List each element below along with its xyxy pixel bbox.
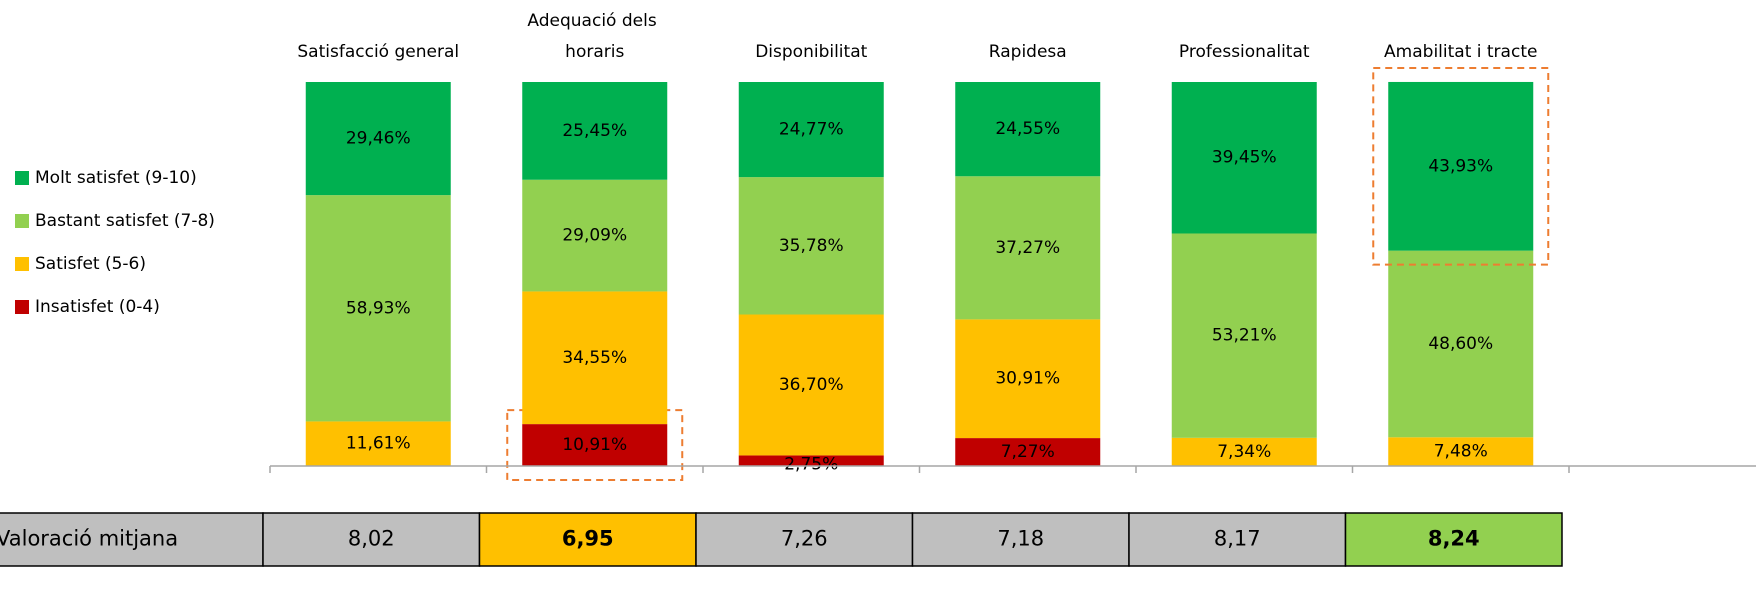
category-label: Professionalitat	[1179, 42, 1310, 62]
bar-segment	[522, 424, 668, 466]
table-row-label: Valoració mitjana	[0, 527, 178, 551]
value-label: 48,60%	[1428, 334, 1493, 354]
bar-segment	[955, 319, 1101, 439]
table-value: 8,17	[1214, 527, 1261, 551]
table-cell	[911, 512, 1130, 567]
bar-segment	[955, 176, 1101, 320]
bar-segment	[522, 179, 668, 292]
bar-segment	[955, 82, 1101, 177]
value-label: 36,70%	[779, 375, 844, 395]
bar-segment	[738, 455, 884, 466]
table-label-cell	[0, 512, 264, 567]
legend-swatch	[15, 257, 29, 271]
table-cell	[695, 512, 914, 567]
legend-label: Molt satisfet (9-10)	[35, 168, 197, 188]
table-value: 7,18	[997, 527, 1044, 551]
value-label: 58,93%	[346, 298, 411, 318]
legend-label: Satisfet (5-6)	[35, 254, 146, 274]
category-label: Amabilitat i tracte	[1384, 42, 1537, 62]
highlight-box	[1372, 66, 1550, 266]
bar-segment	[1171, 233, 1317, 438]
bar-segment	[305, 195, 451, 422]
bar-segment	[522, 291, 668, 425]
bar-segment	[1388, 437, 1534, 466]
table-value: 8,02	[348, 527, 395, 551]
category-label-line: Adequació dels	[527, 11, 662, 31]
bar-segment	[305, 421, 451, 466]
value-label: 34,55%	[562, 348, 627, 368]
value-label: 2,75%	[784, 455, 838, 475]
bar-segment	[1171, 437, 1317, 466]
bar-segment	[1388, 250, 1534, 438]
table-value: 6,95	[562, 527, 614, 551]
category-label: Satisfacció general	[297, 42, 459, 62]
value-label: 43,93%	[1428, 156, 1493, 176]
bar-segment	[1388, 81, 1534, 251]
bar-segment	[955, 438, 1101, 466]
value-label: 53,21%	[1212, 326, 1277, 346]
bar-segment	[522, 82, 668, 180]
category-label-line: horaris	[565, 42, 624, 62]
legend-swatch	[15, 214, 29, 228]
value-label: 24,77%	[779, 120, 844, 140]
bar-segment	[738, 82, 884, 178]
value-label: 30,91%	[995, 369, 1060, 389]
value-label: 25,45%	[562, 121, 627, 141]
category-label: Disponibilitat	[755, 42, 867, 62]
value-label: 7,34%	[1217, 442, 1271, 462]
value-label: 39,45%	[1212, 148, 1277, 168]
bar-segment	[738, 314, 884, 456]
value-label: 37,27%	[995, 238, 1060, 258]
value-label: 7,48%	[1434, 442, 1488, 462]
value-label: 7,27%	[1001, 442, 1055, 462]
legend-swatch	[15, 171, 29, 185]
value-label: 24,55%	[995, 119, 1060, 139]
legend-label: Insatisfet (0-4)	[35, 297, 160, 317]
bar-segment	[1171, 82, 1317, 234]
table-cell	[1344, 512, 1563, 567]
legend-label: Bastant satisfet (7-8)	[35, 211, 215, 231]
category-label: Adequació dels horaris	[527, 11, 662, 62]
category-label: Rapidesa	[989, 42, 1067, 62]
table-value: 7,26	[781, 527, 828, 551]
value-label: 11,61%	[346, 434, 411, 454]
value-label: 35,78%	[779, 236, 844, 256]
value-label: 29,09%	[562, 226, 627, 246]
bar-segment	[738, 177, 884, 315]
value-label: 29,46%	[346, 129, 411, 149]
table-cell	[262, 512, 481, 567]
table-value: 8,24	[1428, 527, 1480, 551]
value-label: 10,91%	[562, 435, 627, 455]
bar-segment	[305, 82, 451, 196]
table-cell	[478, 512, 697, 567]
legend-swatch	[15, 300, 29, 314]
table-cell	[1128, 512, 1347, 567]
